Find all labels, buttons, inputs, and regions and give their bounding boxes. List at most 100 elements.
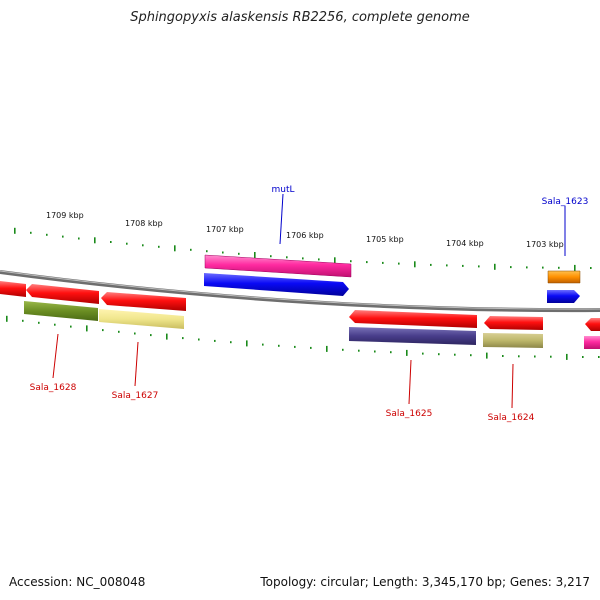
gene-fragment-right[interactable] <box>585 318 600 331</box>
map-title: Sphingopyxis alaskensis RB2256, complete… <box>130 10 470 25</box>
minor-tick <box>238 252 240 255</box>
minor-tick <box>438 353 440 356</box>
gene-label-mutL[interactable]: mutL <box>271 185 294 195</box>
label-leader-mutL <box>279 193 284 245</box>
scale-label: 1704 kbp <box>446 239 484 248</box>
minor-tick <box>214 339 216 342</box>
scale-label: 1707 kbp <box>206 225 244 234</box>
scale-label: 1705 kbp <box>366 235 404 244</box>
minor-tick <box>198 338 200 341</box>
minor-tick <box>118 330 120 333</box>
minor-tick <box>126 242 128 245</box>
minor-tick <box>294 345 296 348</box>
minor-tick <box>582 356 584 358</box>
minor-tick <box>46 233 48 236</box>
major-tick <box>254 252 256 258</box>
minor-tick <box>182 337 184 340</box>
gene-label-Sala_1625[interactable]: Sala_1625 <box>386 409 433 419</box>
gene-Sala_1627[interactable] <box>101 292 186 311</box>
minor-tick <box>206 250 208 253</box>
minor-tick <box>590 267 592 269</box>
minor-tick <box>30 231 32 234</box>
minor-tick <box>230 341 232 344</box>
minor-tick <box>302 257 304 260</box>
minor-tick <box>62 235 64 238</box>
cog-bar-Sala_1627 <box>99 309 184 329</box>
minor-tick <box>286 256 288 259</box>
major-tick <box>566 353 568 360</box>
minor-tick <box>350 260 352 263</box>
minor-tick <box>358 349 360 352</box>
genome-backbone-highlight <box>0 270 600 310</box>
major-tick <box>486 352 488 359</box>
major-tick <box>246 340 248 347</box>
gene-label-Sala_1623[interactable]: Sala_1623 <box>542 197 589 207</box>
minor-tick <box>454 353 456 356</box>
gene-Sala_1623[interactable] <box>547 270 581 284</box>
minor-tick <box>278 344 280 347</box>
minor-tick <box>398 262 400 265</box>
minor-tick <box>150 334 152 337</box>
minor-tick <box>510 266 512 269</box>
minor-tick <box>518 355 520 358</box>
cog-bar-mutL <box>204 273 349 296</box>
minor-tick <box>78 237 80 240</box>
scale-label: 1703 kbp <box>526 240 564 249</box>
minor-tick <box>502 355 504 357</box>
gene-fragment-left[interactable] <box>0 281 26 297</box>
minor-tick <box>598 356 600 358</box>
minor-tick <box>446 264 448 267</box>
major-tick <box>574 264 576 271</box>
minor-tick <box>270 255 272 258</box>
minor-tick <box>462 264 464 267</box>
label-leader-Sala_1625 <box>408 359 412 405</box>
gene-mutL[interactable] <box>204 254 352 278</box>
gene-Sala_1624[interactable] <box>484 316 543 330</box>
minor-tick <box>134 332 136 335</box>
minor-tick <box>430 263 432 266</box>
outer-scale-ticks <box>14 227 592 271</box>
minor-tick <box>422 352 424 355</box>
minor-tick <box>262 343 264 346</box>
minor-tick <box>534 355 536 358</box>
major-tick <box>166 333 168 340</box>
gene-Sala_1628[interactable] <box>26 284 99 304</box>
scale-label: 1709 kbp <box>46 211 84 220</box>
major-tick <box>6 315 8 322</box>
scale-label: 1708 kbp <box>125 219 163 228</box>
minor-tick <box>318 258 320 261</box>
cog-bar-Sala_1625 <box>349 327 476 345</box>
minor-tick <box>54 323 56 326</box>
minor-tick <box>110 241 112 243</box>
gene-label-Sala_1624[interactable]: Sala_1624 <box>488 413 535 423</box>
gene-label-Sala_1628[interactable]: Sala_1628 <box>30 383 77 393</box>
minor-tick <box>366 261 368 264</box>
minor-tick <box>558 266 560 269</box>
minor-tick <box>158 245 160 248</box>
major-tick <box>326 345 328 352</box>
cog-bar-Sala_1624 <box>483 333 543 348</box>
gene-Sala_1625[interactable] <box>349 310 477 328</box>
minor-tick <box>342 348 344 351</box>
minor-tick <box>390 351 392 354</box>
label-leader-Sala_1628 <box>52 333 59 379</box>
gene-label-Sala_1627[interactable]: Sala_1627 <box>112 391 159 401</box>
cog-bar-Sala_1628 <box>24 301 98 321</box>
genome-backbone <box>0 270 600 313</box>
minor-tick <box>470 354 472 357</box>
major-tick <box>494 263 496 270</box>
minor-tick <box>478 265 480 268</box>
cog-bar-Sala_1623 <box>547 290 580 303</box>
minor-tick <box>102 329 104 332</box>
accession-label: Accession: NC_008048 <box>9 575 146 589</box>
major-tick <box>94 237 96 244</box>
major-tick <box>414 261 416 268</box>
major-tick <box>406 349 408 356</box>
major-tick <box>174 245 176 252</box>
minor-tick <box>526 266 528 269</box>
minor-tick <box>38 321 40 324</box>
minor-tick <box>550 355 552 358</box>
minor-tick <box>70 325 72 328</box>
minor-tick <box>542 266 544 269</box>
